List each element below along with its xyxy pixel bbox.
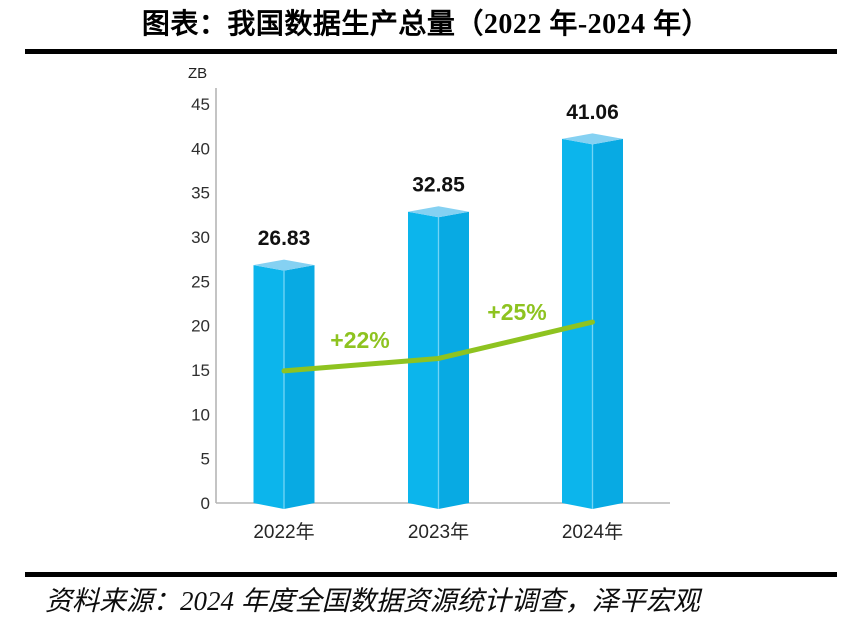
y-tick-label: 5 (201, 450, 210, 469)
x-tick-label: 2022年 (253, 521, 314, 543)
bar-value-label: 32.85 (412, 174, 465, 197)
growth-label: +25% (487, 299, 546, 325)
bar-chart: 0 5 10 15 20 25 30 35 40 45 ZB 26.83 2022年 32.85 2023年… (188, 65, 670, 543)
source-note: 资料来源：2024 年度全国数据资源统计调查，泽平宏观 (45, 586, 700, 616)
growth-line (281, 319, 595, 374)
growth-label: +22% (330, 327, 389, 353)
bar-top-face (408, 206, 469, 218)
bar-value-label: 41.06 (566, 101, 619, 124)
bar-front-left-2022年 (253, 265, 284, 509)
footer-divider (25, 572, 837, 577)
y-tick-label: 10 (191, 405, 210, 424)
y-tick-label: 40 (191, 139, 210, 158)
y-tick-label: 20 (191, 317, 210, 336)
title-divider (25, 49, 837, 54)
y-tick-label: 25 (191, 272, 210, 291)
bar-value-label: 26.83 (258, 227, 311, 250)
bar-front-right-2024年 (592, 138, 623, 509)
y-tick-label: 0 (201, 494, 210, 513)
y-tick-label: 35 (191, 184, 210, 203)
bar-front-right-2023年 (438, 211, 469, 510)
y-tick-label: 15 (191, 361, 210, 380)
y-tick-label: 30 (191, 228, 210, 247)
x-tick-label: 2024年 (562, 521, 623, 543)
bar-front-right-2022年 (284, 265, 315, 509)
bar-top-face (253, 259, 315, 271)
y-tick-label: 45 (191, 95, 210, 114)
x-tick-label: 2023年 (408, 521, 469, 543)
bar-top-face (562, 133, 623, 145)
y-axis-unit-label: ZB (188, 65, 207, 82)
chart-title: 图表：我国数据生产总量（2022 年-2024 年） (141, 9, 711, 40)
